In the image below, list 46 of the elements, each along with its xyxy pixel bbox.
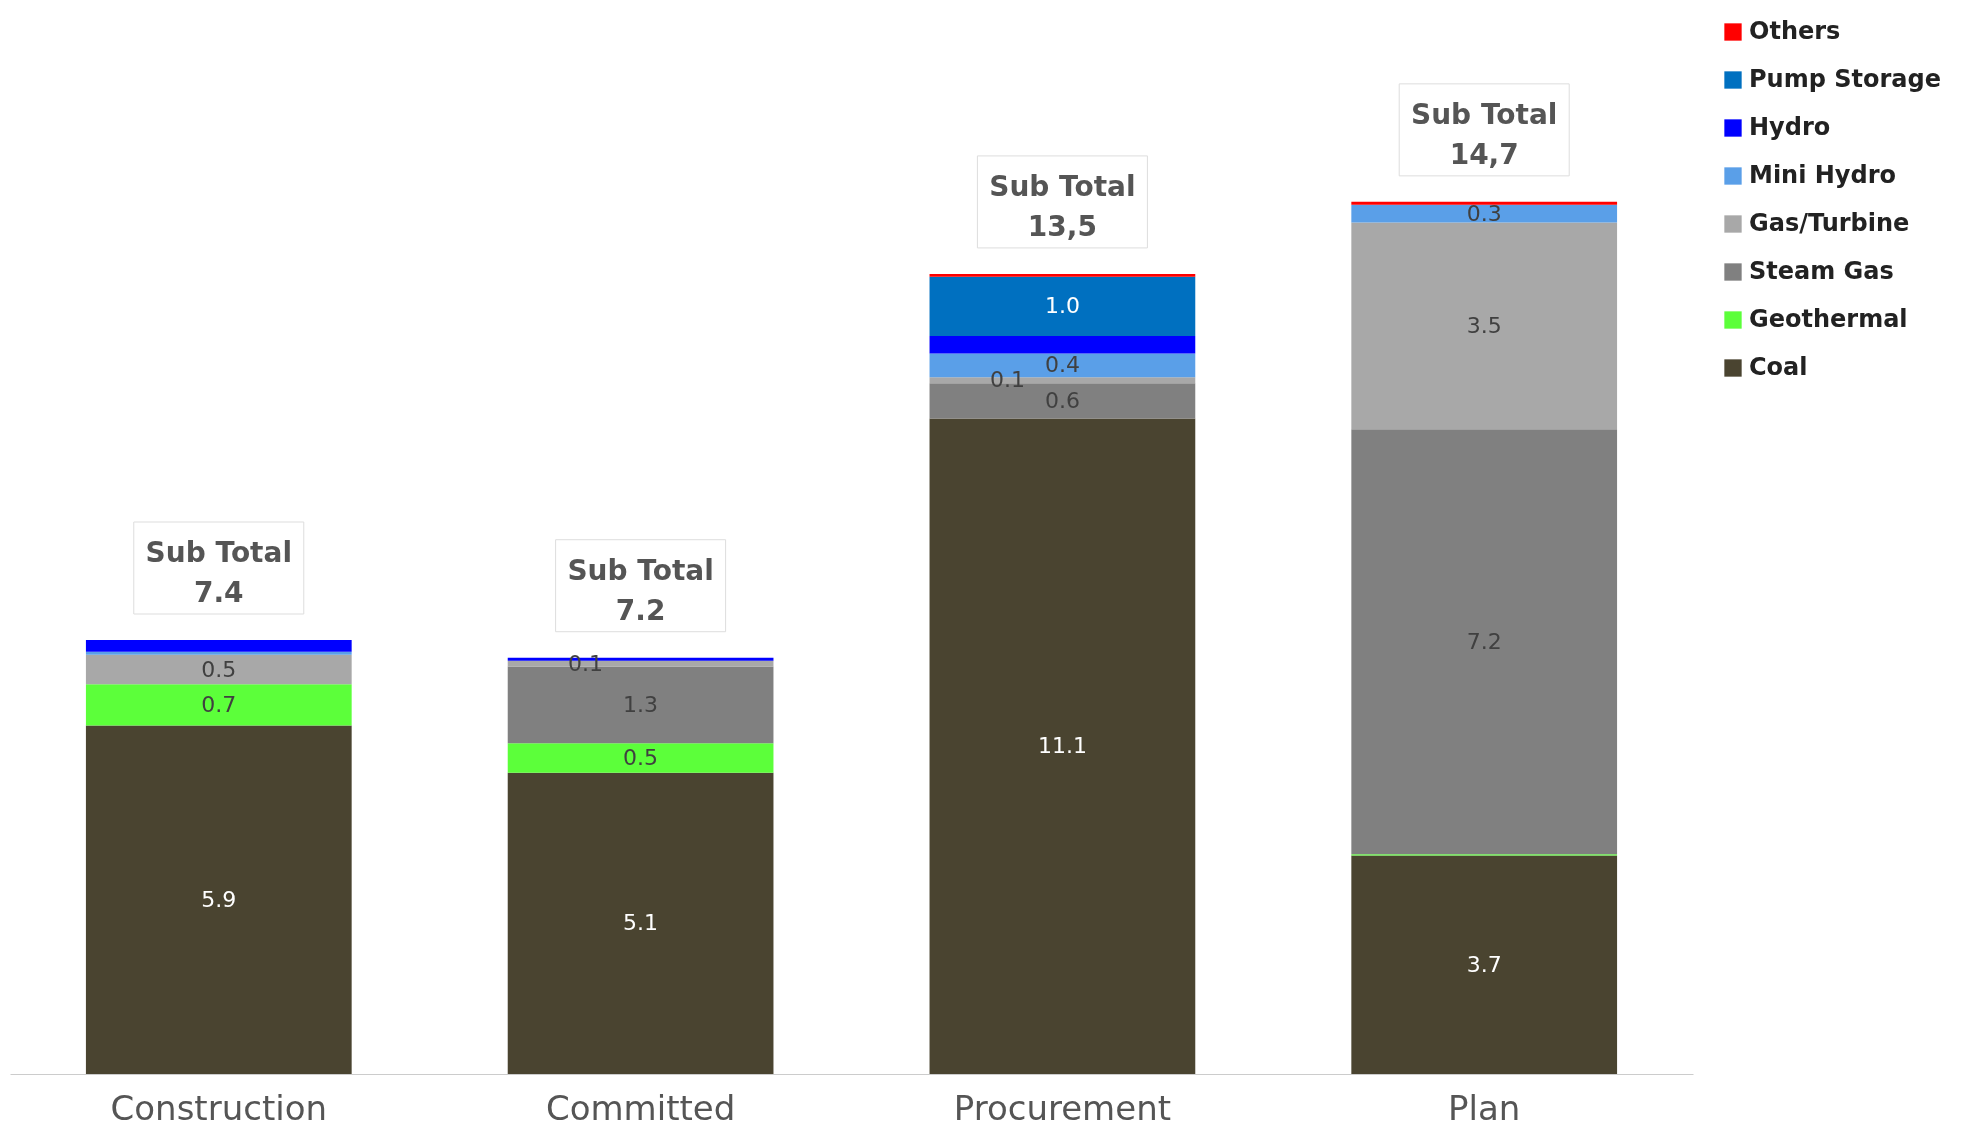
data-label: 5.1 [623,910,659,936]
data-label: 7.2 [1466,628,1502,654]
data-label: 1.3 [623,691,659,717]
data-label: 3.5 [1466,312,1502,338]
bar [929,276,1196,336]
bar [507,743,774,773]
legend-label: Pump Storage [1749,65,1941,93]
data-label: 0.3 [1466,200,1502,226]
legend-label: Others [1749,17,1841,45]
data-label: 0.4 [1044,352,1080,378]
bar [929,273,1196,277]
bar [929,418,1196,1074]
bar [1351,201,1618,205]
bar [507,772,774,1074]
legend-label: Gas/Turbine [1749,209,1910,237]
text: Sub Total 13,5 [989,169,1136,243]
legend-label: Coal [1749,353,1808,381]
data-label: 0.5 [623,745,659,771]
x-tick-label: Plan [1448,1087,1521,1128]
text: Sub Total 7.4 [145,536,292,609]
bar [85,654,352,685]
data-label: 0.6 [1044,387,1080,413]
legend-label: Steam Gas [1749,257,1894,285]
bar [85,640,352,652]
data-label: 11.1 [1037,733,1087,759]
bar [1351,222,1618,430]
x-tick-label: Committed [545,1087,736,1128]
legend-label: Geothermal [1749,305,1908,333]
bar [85,725,352,1074]
x-tick-label: Procurement [953,1087,1172,1128]
x-tick-label: Construction [110,1087,328,1128]
bar [85,684,352,726]
bar [1351,204,1618,223]
legend-label: Mini Hydro [1749,161,1897,189]
bar [929,335,1196,354]
data-label: 0.5 [201,656,237,682]
data-label: 0.7 [201,691,237,717]
data-label: 1.0 [1044,293,1080,319]
data-label: 5.9 [201,886,237,912]
bar [1351,855,1618,1074]
text: Sub Total 14,7 [1411,97,1558,171]
data-label: 3.7 [1466,951,1502,977]
bar [1351,429,1618,855]
bar [85,651,352,655]
text: Sub Total 7.2 [567,553,714,627]
legend-label: Hydro [1749,113,1831,141]
